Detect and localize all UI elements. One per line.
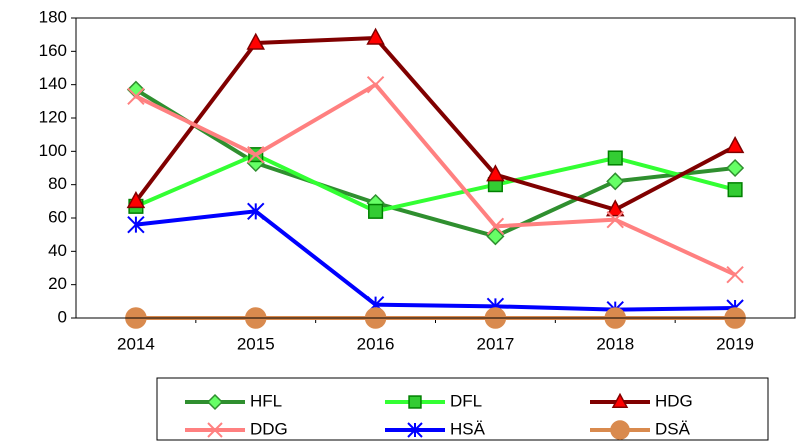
marker: [610, 420, 630, 440]
marker-shape: [606, 210, 624, 229]
legend-label: HDG: [655, 391, 693, 410]
marker: [486, 227, 505, 246]
series-line: [135, 82, 736, 277]
y-tick-label: 60: [48, 207, 67, 226]
y-tick-label: 20: [48, 274, 67, 293]
x-tick-label: 2019: [716, 334, 754, 353]
marker-shape: [605, 199, 625, 217]
marker-shape: [606, 172, 625, 191]
marker-shape: [486, 217, 505, 236]
marker: [247, 202, 265, 221]
marker-shape: [607, 150, 623, 166]
marker-shape: [726, 158, 745, 178]
marker: [725, 135, 745, 154]
marker: [366, 27, 385, 45]
marker-shape: [610, 420, 630, 440]
marker-shape: [247, 202, 265, 221]
marker: [611, 392, 629, 408]
legend-box: [156, 377, 769, 441]
legend-label: HSÄ: [450, 419, 486, 438]
marker: [726, 158, 745, 178]
marker: [727, 182, 743, 198]
series-line: [134, 87, 736, 239]
marker-shape: [611, 392, 629, 408]
marker-shape: [726, 265, 744, 284]
marker: [206, 393, 224, 411]
marker: [366, 75, 385, 94]
marker-shape: [366, 27, 385, 45]
marker-shape: [408, 395, 422, 409]
marker-shape: [486, 164, 505, 182]
marker: [606, 210, 624, 229]
y-tick-label: 140: [39, 74, 67, 93]
marker: [605, 199, 625, 217]
series-line: [134, 36, 737, 212]
marker: [247, 145, 265, 164]
y-tick-label: 180: [39, 7, 67, 26]
marker: [407, 422, 423, 438]
y-tick-label: 0: [58, 307, 67, 326]
marker-shape: [126, 190, 146, 209]
marker: [126, 190, 146, 209]
marker-shape: [486, 227, 505, 246]
marker-shape: [206, 393, 224, 411]
legend-label: DDG: [250, 419, 288, 438]
marker-shape: [366, 75, 385, 94]
legend-label: HFL: [250, 391, 282, 410]
marker: [368, 203, 384, 219]
marker-shape: [247, 145, 265, 164]
x-tick-label: 2015: [237, 334, 275, 353]
marker-shape: [368, 203, 384, 219]
legend-label: DSÄ: [655, 419, 691, 438]
marker: [246, 32, 266, 50]
marker: [607, 150, 623, 166]
series-line: [135, 152, 736, 214]
x-tick-label: 2014: [117, 334, 155, 353]
marker-shape: [127, 215, 145, 234]
marker-shape: [246, 32, 266, 50]
marker-shape: [207, 422, 223, 438]
plot-area: [75, 17, 796, 319]
marker: [127, 87, 145, 106]
y-tick-label: 100: [39, 141, 67, 160]
marker-shape: [407, 422, 423, 438]
y-tick-label: 40: [48, 241, 67, 260]
marker: [408, 395, 422, 409]
x-tick-label: 2016: [357, 334, 395, 353]
marker: [207, 422, 223, 438]
marker-shape: [127, 87, 145, 106]
x-tick-label: 2017: [477, 334, 515, 353]
marker: [486, 164, 505, 182]
marker-shape: [725, 135, 745, 154]
y-tick-label: 160: [39, 41, 67, 60]
series-line: [135, 209, 736, 312]
marker: [127, 215, 145, 234]
marker: [726, 265, 744, 284]
marker: [606, 172, 625, 191]
y-tick-label: 120: [39, 107, 67, 126]
marker-shape: [727, 182, 743, 198]
x-tick-label: 2018: [596, 334, 634, 353]
legend-label: DFL: [450, 391, 482, 410]
marker: [486, 217, 505, 236]
y-tick-label: 80: [48, 174, 67, 193]
